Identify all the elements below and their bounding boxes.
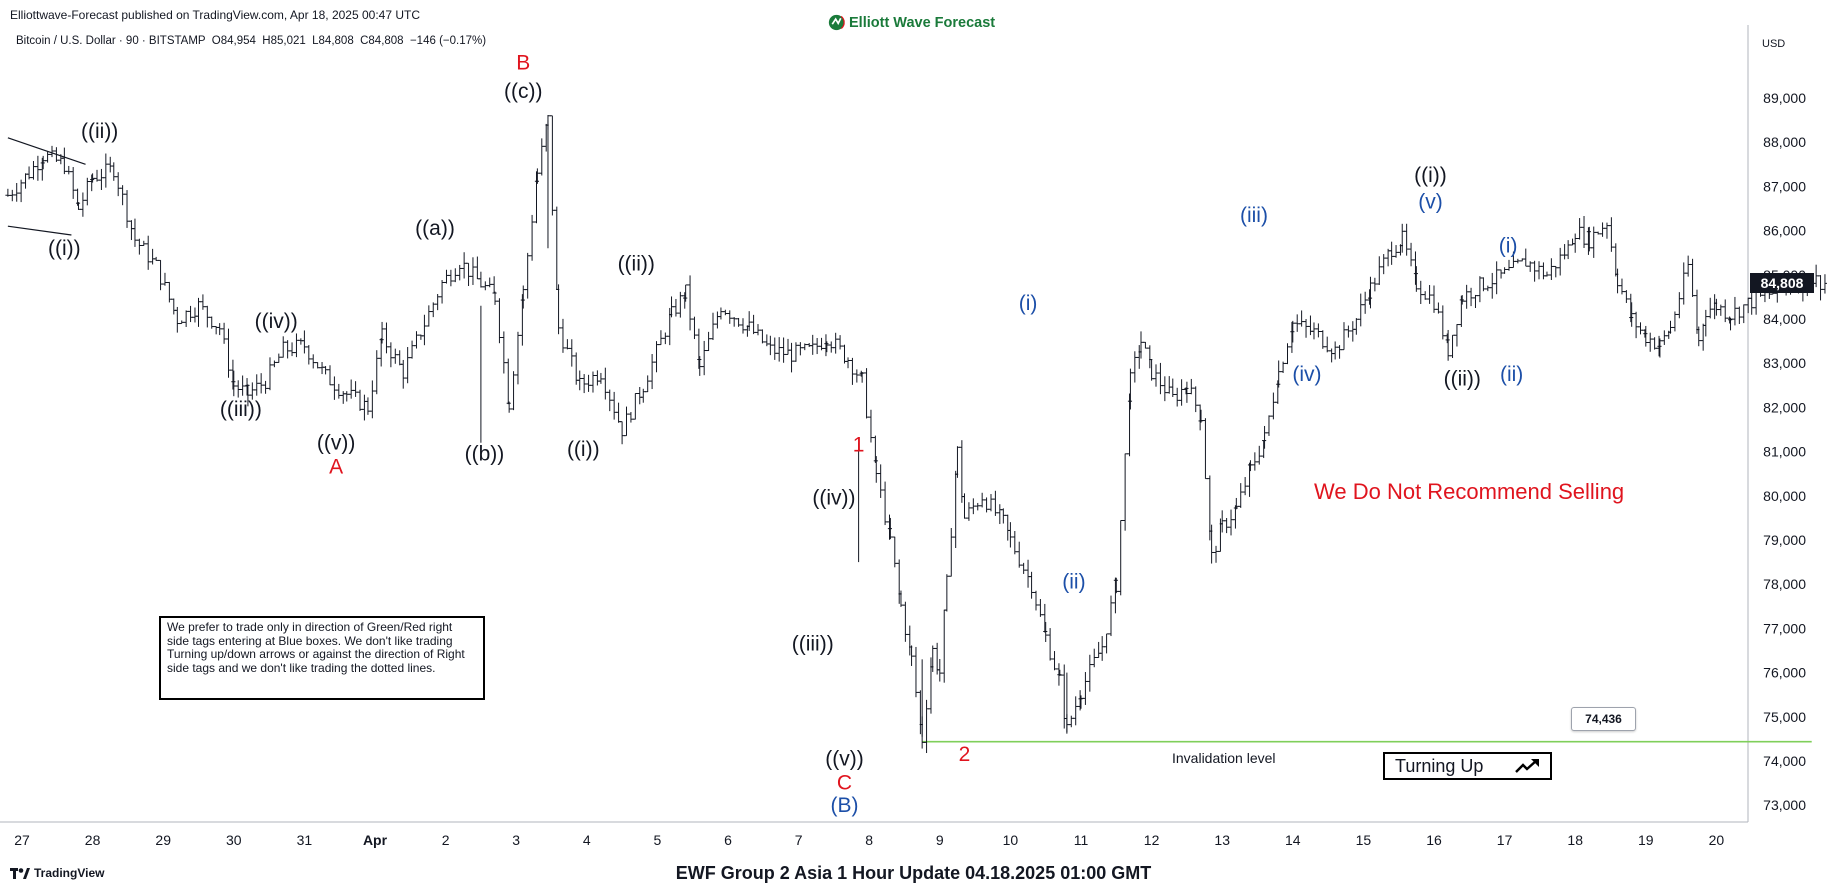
trading-note-text: We prefer to trade only in direction of … <box>167 620 465 675</box>
time-tick-label: 28 <box>85 832 101 848</box>
price-bars <box>5 115 1827 754</box>
invalidation-price-tag: 74,436 <box>1571 707 1636 731</box>
currency-label[interactable]: USD <box>1762 38 1786 50</box>
time-tick-label: 12 <box>1144 832 1160 848</box>
price-tick-label: 76,000 <box>1763 665 1806 681</box>
price-tick-label: 79,000 <box>1763 532 1806 548</box>
time-tick-label: 8 <box>865 832 873 848</box>
price-tick-label: 74,000 <box>1763 753 1806 769</box>
price-tick-label: 80,000 <box>1763 488 1806 504</box>
time-tick-label: 20 <box>1709 832 1725 848</box>
time-tick-label: 7 <box>795 832 803 848</box>
wave-label: ((c)) <box>504 80 542 103</box>
time-tick-label: 11 <box>1074 832 1089 848</box>
time-tick-label: 31 <box>297 832 313 848</box>
wave-label: ((iv)) <box>255 310 298 333</box>
time-tick-label: 27 <box>14 832 30 848</box>
turning-up-label: Turning Up <box>1395 755 1484 776</box>
time-tick-label: Apr <box>363 832 388 848</box>
price-tick-label: 81,000 <box>1763 444 1806 460</box>
wave-label: ((ii)) <box>1444 367 1481 390</box>
wave-label: A <box>329 456 343 479</box>
wave-label: (B) <box>830 794 858 817</box>
wave-label: ((ii)) <box>618 252 655 275</box>
time-tick-label: 2 <box>442 832 450 848</box>
time-tick-label: 6 <box>724 832 732 848</box>
wave-label: (ii) <box>1062 571 1085 594</box>
last-price-tag: 84,808 <box>1750 273 1814 294</box>
time-tick-label: 15 <box>1356 832 1372 848</box>
price-tick-label: 77,000 <box>1763 620 1806 636</box>
published-caption: Elliottwave-Forecast published on Tradin… <box>10 8 421 22</box>
wave-label: ((i)) <box>48 237 81 260</box>
time-tick-label: 9 <box>936 832 944 848</box>
symbol-info[interactable]: Bitcoin / U.S. Dollar · 90 · BITSTAMP O8… <box>16 35 487 47</box>
wave-label: (iii) <box>1240 204 1268 227</box>
wave-labels: ((i))((ii))((iii))((iv))((v))A((a))((b))… <box>48 51 1523 817</box>
wave-label: 1 <box>853 434 865 457</box>
trading-note-box: We prefer to trade only in direction of … <box>159 616 485 700</box>
wave-label: ((i)) <box>567 438 600 461</box>
brand-name: Elliott Wave Forecast <box>849 14 996 31</box>
wave-label: ((iv)) <box>812 487 855 510</box>
wave-label: C <box>837 772 852 795</box>
price-tick-label: 78,000 <box>1763 576 1806 592</box>
wave-label: (v) <box>1418 191 1443 214</box>
wave-label: ((ii)) <box>81 120 118 143</box>
tradingview-logo[interactable]: TradingView <box>10 866 104 880</box>
price-tick-label: 87,000 <box>1763 178 1806 194</box>
wave-label: 2 <box>959 743 971 766</box>
brand-logo[interactable]: Elliott Wave Forecast <box>828 14 995 31</box>
wave-label: (i) <box>1019 292 1038 315</box>
wave-label: (iv) <box>1292 363 1321 386</box>
tradingview-text: TradingView <box>34 866 105 880</box>
time-tick-label: 29 <box>155 832 171 848</box>
wave-label: ((b)) <box>465 442 505 465</box>
invalidation-label: Invalidation level <box>1172 750 1276 766</box>
price-tick-label: 88,000 <box>1763 134 1806 150</box>
wave-label: ((iii)) <box>220 398 262 421</box>
time-axis: 27 28 29 30 31 Apr 2 3 4 5 6 7 8 9 10 11 12 13 14 15 16 17 18 1… <box>14 832 1724 848</box>
time-tick-label: 19 <box>1638 832 1654 848</box>
ewf-logo-icon <box>828 14 845 31</box>
wave-label: ((i)) <box>1414 164 1447 187</box>
price-axis: 73,000 74,000 75,000 76,000 77,000 78,000 79,0… <box>1763 90 1806 813</box>
tradingview-icon <box>10 867 30 879</box>
turning-up-box: Turning Up <box>1383 752 1552 780</box>
price-tick-label: 82,000 <box>1763 399 1806 415</box>
wave-label: ((v)) <box>317 431 355 454</box>
price-tick-label: 83,000 <box>1763 355 1806 371</box>
time-tick-label: 16 <box>1426 832 1442 848</box>
wave-label: ((iii)) <box>792 633 834 656</box>
price-tick-label: 89,000 <box>1763 90 1806 106</box>
wedge-lines <box>7 137 86 236</box>
recommendation-text: We Do Not Recommend Selling <box>1314 479 1625 504</box>
wave-label: ((a)) <box>415 217 455 240</box>
price-tick-label: 73,000 <box>1763 797 1806 813</box>
time-tick-label: 14 <box>1285 832 1301 848</box>
wave-label: (ii) <box>1500 363 1523 386</box>
price-tick-label: 84,000 <box>1763 311 1806 327</box>
time-tick-label: 5 <box>654 832 662 848</box>
arrow-up-right-icon <box>1515 759 1539 773</box>
time-tick-label: 10 <box>1003 832 1019 848</box>
time-tick-label: 18 <box>1567 832 1583 848</box>
time-tick-label: 30 <box>226 832 242 848</box>
time-tick-label: 4 <box>583 832 591 848</box>
time-tick-label: 13 <box>1214 832 1230 848</box>
price-tick-label: 86,000 <box>1763 223 1806 239</box>
wedge-line <box>7 137 86 165</box>
wedge-line <box>7 225 72 236</box>
wave-label: ((v)) <box>825 747 863 770</box>
time-tick-label: 3 <box>512 832 520 848</box>
price-tick-label: 75,000 <box>1763 709 1806 725</box>
time-tick-label: 17 <box>1497 832 1513 848</box>
footer-title: EWF Group 2 Asia 1 Hour Update 04.18.202… <box>675 863 1152 883</box>
wave-label: B <box>516 51 530 74</box>
wave-label: (i) <box>1499 235 1518 258</box>
